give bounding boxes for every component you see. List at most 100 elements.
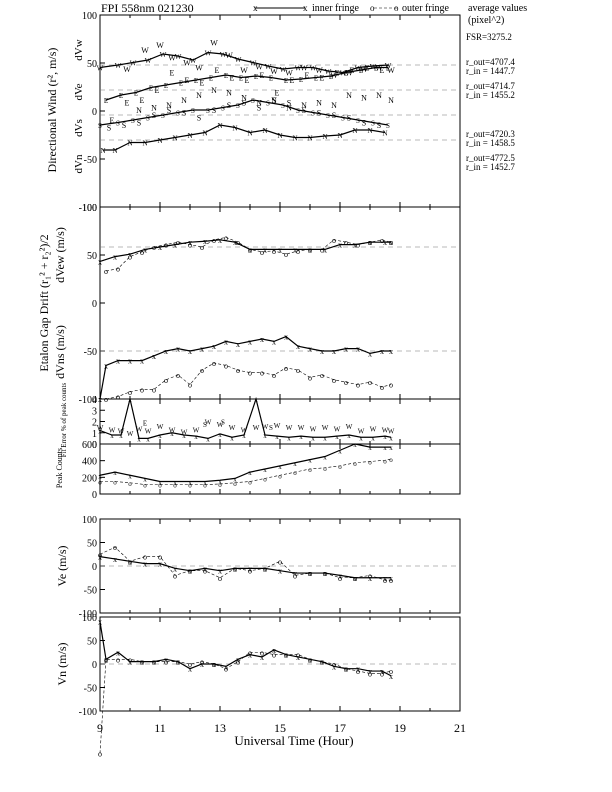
fit-inner-point: x — [323, 434, 327, 442]
fit-outer-point: W — [97, 424, 104, 432]
ve-outer-point: o — [188, 567, 192, 576]
directional-n-scatter-point: N — [361, 94, 367, 103]
directional-e-scatter-point: E — [275, 89, 280, 98]
avg-e-in: r_in = 1455.2 — [466, 90, 515, 100]
dvns-inner-point: x — [176, 345, 180, 354]
fit-inner-point: x — [119, 432, 123, 440]
directional-s-line-point: S — [281, 102, 285, 110]
directional-e-line-line — [105, 66, 388, 101]
directional-w-line-point: W — [385, 62, 392, 70]
fit-inner-point: x — [182, 432, 186, 440]
directional-s-line-point: S — [386, 122, 390, 130]
directional-w-line-point: W — [130, 60, 137, 68]
ve-inner-point: x — [278, 567, 282, 576]
dvew-outer-point: o — [380, 236, 384, 245]
directional-s-line-point: S — [206, 107, 210, 115]
vn-outer-point: o — [320, 658, 324, 667]
fit-outer-point: W — [310, 425, 317, 433]
fit-outer-point: W — [298, 424, 305, 432]
ve-tick-label: 0 — [92, 562, 97, 573]
directional-e-line-point: E — [254, 73, 258, 81]
dvew-outer-point: o — [320, 245, 324, 254]
legend-outer-label: outer fringe — [402, 3, 449, 14]
directional-n-line-point: N — [127, 140, 132, 148]
dvns-outer-point: o — [164, 376, 168, 385]
directional-s-scatter-point: S — [152, 111, 156, 120]
peak-outer-point: o — [158, 482, 162, 490]
directional-w-line-point: W — [280, 66, 287, 74]
directional-n-scatter-point: N — [316, 99, 322, 108]
ve-outer-point: o — [113, 543, 117, 552]
avg-s-out: r_out=4720.3 — [466, 129, 515, 139]
fit-inner-point: x — [146, 435, 150, 443]
fit-outer-point: W — [322, 424, 329, 432]
directional-w-line-point: W — [310, 65, 317, 73]
ve-inner-point: x — [128, 557, 132, 566]
label-dvs: dVs — [73, 119, 85, 137]
ve-outer-point: o — [389, 576, 393, 585]
peak-outer-point: o — [113, 479, 117, 487]
peak-outer-point: o — [143, 482, 147, 490]
directional-e-line-point: E — [179, 80, 183, 88]
dvns-inner-point: x — [380, 347, 384, 356]
dvew-outer-point: o — [296, 247, 300, 256]
vn-outer-point: o — [284, 651, 288, 660]
directional-w-scatter-point: W — [156, 41, 164, 50]
ve-tick-label: -50 — [84, 586, 97, 597]
ve-outer-point: o — [218, 574, 222, 583]
peak-outer-point: o — [128, 480, 132, 488]
directional-w-scatter-point: W — [225, 51, 233, 60]
dvew-inner-point: x — [218, 236, 222, 245]
directional-e-line-point: E — [284, 77, 288, 85]
dvns-inner-point: x — [128, 357, 132, 366]
directional-s-scatter-point: S — [242, 99, 246, 108]
fit-outer-point: W — [253, 424, 260, 432]
fit-outer-point: W — [370, 425, 377, 433]
directional-w-line-point: W — [355, 65, 362, 73]
dvns-outer-point: o — [104, 395, 108, 404]
directional-w-line-point: W — [190, 57, 197, 65]
dvew-inner-point: x — [353, 241, 357, 250]
dvew-inner-point: x — [308, 245, 312, 254]
directional-w-scatter-point: W — [315, 66, 323, 75]
dvew-outer-point: o — [356, 241, 360, 250]
dvew-outer-point: o — [260, 248, 264, 257]
peak-inner-point: x — [218, 477, 222, 485]
dvew-outer-point: o — [128, 253, 132, 262]
directional-s-scatter-point: S — [197, 114, 201, 123]
peak-outer-point: o — [323, 465, 327, 473]
avg-n-out: r_out=4772.5 — [466, 153, 515, 163]
dvew-outer-point: o — [332, 236, 336, 245]
directional-e-scatter-point: E — [320, 74, 325, 83]
dvns-inner-point: x — [212, 342, 216, 351]
dvew-outer-point: o — [308, 245, 312, 254]
vn-outer-point: o — [260, 648, 264, 657]
dvew-outer-point: o — [212, 236, 216, 245]
chart-title: FPI 558nm 021230 — [101, 1, 194, 15]
directional-w-scatter-point: W — [387, 66, 395, 75]
ve-tick-label: 50 — [87, 539, 97, 550]
vn-outer-point: o — [248, 648, 252, 657]
vn-inner-point: x — [320, 658, 324, 667]
directional-w-scatter-point: W — [141, 46, 149, 55]
peak-outer-point: o — [233, 480, 237, 488]
ve-inner-point: x — [218, 567, 222, 576]
vn-outer-point: o — [380, 669, 384, 678]
directional-s-scatter-point: S — [107, 124, 111, 133]
fit-inner-point: x — [275, 433, 279, 441]
vn-inner-point: x — [308, 655, 312, 664]
fit-outer-point: W — [169, 426, 176, 434]
directional-w-line-point: W — [145, 57, 152, 65]
directional-s-scatter-point: S — [122, 121, 126, 130]
directional-e-scatter-point: E — [170, 69, 175, 78]
directional-n-line-point: N — [307, 135, 312, 143]
vn-outer-point: o — [128, 655, 132, 664]
directional-n-line-point: N — [352, 127, 357, 135]
dvns-inner-point: x — [104, 361, 108, 370]
vn-outer-point: o — [152, 658, 156, 667]
directional-s-line-line — [99, 99, 389, 126]
vn-inner-point: x — [332, 662, 336, 671]
fit-outer-point: W — [157, 423, 164, 431]
peak-outer-point: o — [368, 459, 372, 467]
dvew-inner-point: x — [323, 245, 327, 254]
